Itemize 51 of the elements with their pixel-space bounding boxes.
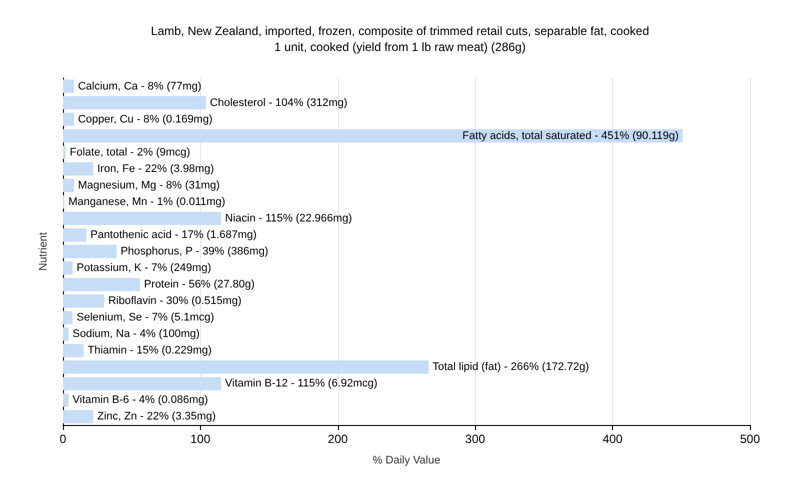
y-axis-title: Nutrient [38, 232, 50, 271]
bar [63, 80, 74, 93]
y-tick-label: Riboflavin - 30% (0.515mg) [108, 295, 242, 308]
bar [63, 278, 140, 292]
bar [63, 96, 206, 110]
y-tick-label: Phosphorus, P - 39% (386mg) [120, 246, 268, 258]
bar [63, 228, 86, 242]
x-axis-title: % Daily Value [372, 454, 440, 466]
bar [63, 112, 74, 126]
y-tick-label: Total lipid (fat) - 266% (172.72g) [432, 361, 590, 374]
x-tick-label: 400 [602, 432, 623, 446]
y-tick-label: Fatty acids, total saturated - 451% (90.119g) [462, 130, 679, 142]
bar [63, 360, 428, 374]
x-tick-label: 100 [190, 432, 211, 446]
y-tick-label: Folate, total - 2% (9mcg) [70, 146, 190, 158]
bar [63, 310, 73, 324]
bar [63, 344, 84, 358]
bar [63, 146, 66, 159]
y-tick-label: Copper, Cu - 8% (0.169mg) [78, 113, 213, 126]
y-tick-label: Sodium, Na - 4% (100mg) [72, 328, 200, 340]
bar [63, 212, 222, 226]
bar [63, 328, 68, 341]
bar [63, 410, 94, 424]
y-tick-label: Calcium, Ca - 8% (77mg) [78, 80, 202, 92]
chart-subtitle: 1 unit, cooked (yield from 1 lb raw meat) (286g) [274, 40, 526, 54]
x-tick-label: 0 [60, 432, 67, 446]
bar [63, 261, 73, 275]
y-tick-label: Cholesterol - 104% (312mg) [210, 96, 348, 109]
bar [63, 294, 104, 308]
chart-title: Lamb, New Zealand, imported, frozen, composite of trimmed retail cuts, separable fat, cooked [150, 24, 650, 38]
y-tick-label: Thiamin - 15% (0.229mg) [88, 344, 212, 357]
bar [63, 129, 683, 142]
y-tick-label: Potassium, K - 7% (249mg) [76, 262, 212, 274]
bar [63, 162, 94, 176]
bar [63, 178, 74, 192]
y-tick-label: Iron, Fe - 22% (3.98mg) [97, 162, 214, 175]
y-tick-label: Manganese, Mn - 1% (0.011mg) [68, 196, 226, 208]
y-tick-label: Niacin - 115% (22.966mg) [225, 212, 352, 224]
y-tick-label: Vitamin B-12 - 115% (6.92mcg) [225, 378, 378, 390]
x-tick-label: 500 [740, 432, 760, 446]
y-tick-label: Selenium, Se - 7% (5.1mcg) [76, 312, 214, 324]
y-tick-label: Magnesium, Mg - 8% (31mg) [78, 179, 220, 192]
x-tick-label: 200 [328, 432, 348, 446]
bar [63, 394, 68, 407]
y-tick-label: Protein - 56% (27.80g) [144, 278, 255, 291]
x-tick-label: 300 [465, 432, 486, 446]
bar [63, 244, 117, 258]
bar [63, 377, 222, 390]
y-tick-label: Pantothenic acid - 17% (1.687mg) [90, 228, 257, 241]
y-tick-label: Zinc, Zn - 22% (3.35mg) [97, 410, 216, 423]
y-tick-label: Vitamin B-6 - 4% (0.086mg) [72, 394, 208, 406]
